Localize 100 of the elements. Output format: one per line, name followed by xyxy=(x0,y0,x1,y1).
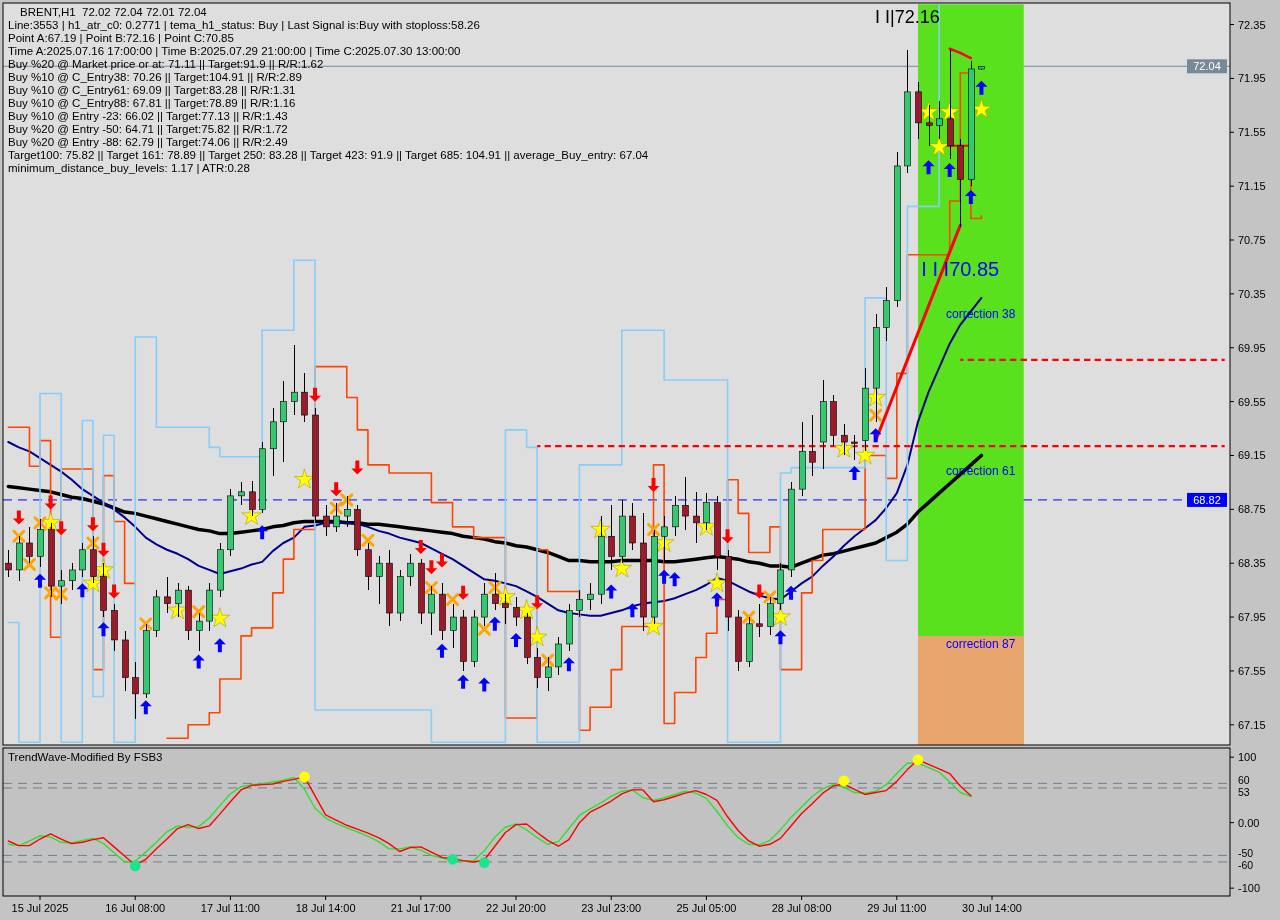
ref-line-label: -50 xyxy=(1238,846,1254,859)
candlestick xyxy=(196,612,203,652)
point xyxy=(86,536,100,550)
candlestick xyxy=(280,380,287,463)
point xyxy=(44,495,57,510)
point xyxy=(742,610,756,624)
candlestick xyxy=(481,582,488,627)
point xyxy=(516,599,537,619)
candlestick xyxy=(26,526,33,564)
annotation: Target100: 75.82 || Target 161: 78.89 || Target 250: 83.28 || Target 423: 91.9 || Target 685: 104.91 || average_Buy_entry: 67.04 xyxy=(8,149,649,161)
point xyxy=(33,516,47,530)
ref-line-label: 53 xyxy=(1238,785,1250,798)
point xyxy=(139,700,152,715)
point xyxy=(108,584,121,599)
annotation: Buy %20 @ Entry -88: 62.79 || Target:74.06 || R/R:2.49 xyxy=(8,136,288,148)
point xyxy=(424,580,438,594)
point xyxy=(922,160,935,175)
annotation: minimum_distance_buy_levels: 1.17 | ATR:0.28 xyxy=(8,162,250,174)
x-tick-label: 29 Jul 11:00 xyxy=(867,902,927,914)
annotation: Buy %20 @ Market price or at: 71.11 || Target:91.9 || R/R:1.62 xyxy=(8,58,324,70)
point xyxy=(213,638,226,653)
candlestick xyxy=(756,603,763,638)
candlestick xyxy=(693,491,700,544)
annotation: Buy %10 @ C_Entry88: 67.81 || Target:78.89 || R/R:1.16 xyxy=(8,97,296,109)
x-tick-label: 28 Jul 08:00 xyxy=(771,902,832,914)
candlestick xyxy=(376,555,383,605)
x-tick-label: 17 Jul 11:00 xyxy=(200,902,260,914)
y-tick-label: 0.00 xyxy=(1238,816,1260,829)
candlestick xyxy=(58,569,65,605)
point xyxy=(330,482,343,497)
point xyxy=(34,573,47,588)
x-tick-label: 22 Jul 20:00 xyxy=(486,902,546,914)
point xyxy=(668,572,681,587)
candlestick xyxy=(79,542,86,578)
y-tick-label: -100 xyxy=(1238,882,1261,895)
point xyxy=(975,80,988,95)
point xyxy=(139,617,153,631)
point xyxy=(626,603,639,618)
point xyxy=(54,587,68,601)
point xyxy=(435,643,448,658)
candlestick xyxy=(428,585,435,636)
point xyxy=(425,560,438,575)
annotation: Time A:2025.07.16 17:00:00 | Time B:2025.07.29 21:00:00 | Time C:2025.07.30 13:00:00 xyxy=(8,45,461,57)
x-tick-label: 25 Jul 05:00 xyxy=(676,902,737,914)
x-tick-label: 30 Jul 14:00 xyxy=(962,902,1022,914)
ref-line-label: 72.04 xyxy=(1193,60,1221,73)
ref-line-label: 60 xyxy=(1238,773,1250,786)
point xyxy=(361,533,375,547)
x-tick-label: 23 Jul 23:00 xyxy=(581,902,642,914)
annotation: Buy %10 @ C_Entry61: 69.09 || Target:83.28 || R/R:1.31 xyxy=(8,84,296,96)
point xyxy=(435,553,448,568)
candlestick xyxy=(661,515,668,564)
x-tick-label: 18 Jul 14:00 xyxy=(295,902,356,914)
chart-title: BRENT,H1 72.02 72.04 72.01 72.04 xyxy=(20,6,208,18)
annotation: Line:3553 | h1_atr_c0: 0.2771 | tema_h1_status: Buy | Last Signal is:Buy with stoploss:58.26 xyxy=(8,19,480,31)
point xyxy=(55,521,68,536)
point xyxy=(611,557,632,578)
candlestick xyxy=(291,344,298,416)
candlestick xyxy=(767,596,774,636)
point xyxy=(12,510,25,525)
y-tick-label: 67.55 xyxy=(1238,664,1266,677)
point xyxy=(658,569,671,584)
candlestick xyxy=(682,476,689,531)
candlestick xyxy=(513,596,520,627)
point xyxy=(488,580,502,594)
candlestick xyxy=(851,434,858,461)
candlestick xyxy=(576,589,583,618)
point xyxy=(340,493,354,507)
candlestick xyxy=(323,504,330,537)
x-tick-label: 21 Jul 17:00 xyxy=(390,902,451,914)
point xyxy=(647,523,661,537)
point xyxy=(192,654,205,669)
candlestick xyxy=(926,104,933,147)
point xyxy=(446,593,460,607)
candlestick xyxy=(809,414,816,477)
point xyxy=(12,529,26,543)
point xyxy=(869,408,883,422)
candlestick xyxy=(344,495,351,528)
point xyxy=(76,583,89,598)
x-tick-label: 15 Jul 2025 xyxy=(11,902,69,914)
point xyxy=(329,501,343,515)
y-tick-label: 71.55 xyxy=(1238,126,1266,139)
annotation: Buy %10 @ Entry -23: 66.02 || Target:77.13 || R/R:1.43 xyxy=(8,110,288,122)
point xyxy=(40,512,61,532)
point xyxy=(531,595,544,610)
point xyxy=(457,674,470,689)
point xyxy=(928,136,950,156)
point xyxy=(605,584,618,599)
chart-title: TrendWave-Modified By FSB3 xyxy=(8,751,163,763)
y-tick-label: 68.35 xyxy=(1238,557,1266,570)
point xyxy=(495,586,516,606)
point xyxy=(86,517,99,532)
y-tick-label: 69.55 xyxy=(1238,395,1266,408)
y-tick-label: 70.35 xyxy=(1238,287,1266,300)
point xyxy=(44,586,58,600)
candlestick xyxy=(69,562,76,591)
candlestick xyxy=(175,582,182,618)
point xyxy=(510,632,523,647)
point xyxy=(647,478,660,493)
candlestick xyxy=(492,572,499,611)
